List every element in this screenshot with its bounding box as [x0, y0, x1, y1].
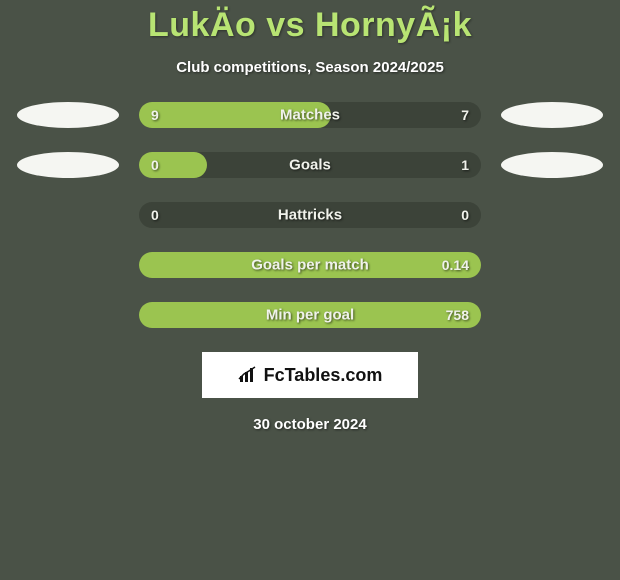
stat-bar: 0 Hattricks 0 — [139, 202, 481, 228]
stat-label: Goals — [289, 157, 331, 174]
stat-right-value: 7 — [461, 107, 469, 123]
stat-bar: 0 Goals 1 — [139, 152, 481, 178]
comparison-chart: 9 Matches 7 0 Goals 1 0 Hattricks 0 Goals per mat… — [0, 102, 620, 328]
player-right-badge — [501, 102, 603, 128]
bar-chart-icon — [238, 366, 260, 384]
logo-text: FcTables.com — [264, 365, 383, 386]
stat-row: 0 Goals 1 — [0, 152, 620, 178]
logo: FcTables.com — [238, 365, 383, 386]
stat-left-value: 0 — [151, 207, 159, 223]
stat-bar: Goals per match 0.14 — [139, 252, 481, 278]
stat-right-value: 1 — [461, 157, 469, 173]
stat-row: 0 Hattricks 0 — [0, 202, 620, 228]
stat-right-value: 758 — [446, 307, 469, 323]
stat-label: Goals per match — [251, 257, 369, 274]
date-label: 30 october 2024 — [0, 398, 620, 433]
stat-row: Goals per match 0.14 — [0, 252, 620, 278]
page-subtitle: Club competitions, Season 2024/2025 — [0, 45, 620, 102]
stat-left-value: 0 — [151, 157, 159, 173]
stat-row: 9 Matches 7 — [0, 102, 620, 128]
stat-bar-fill — [139, 152, 207, 178]
stat-right-value: 0.14 — [442, 257, 469, 273]
stat-label: Min per goal — [266, 307, 354, 324]
stat-left-value: 9 — [151, 107, 159, 123]
stat-label: Hattricks — [278, 207, 342, 224]
player-left-badge — [17, 102, 119, 128]
logo-box: FcTables.com — [202, 352, 418, 398]
player-right-badge — [501, 152, 603, 178]
stat-right-value: 0 — [461, 207, 469, 223]
stat-row: Min per goal 758 — [0, 302, 620, 328]
stat-bar: 9 Matches 7 — [139, 102, 481, 128]
stat-bar: Min per goal 758 — [139, 302, 481, 328]
stat-label: Matches — [280, 107, 340, 124]
page-title: LukÄo vs HornyÃ¡k — [0, 0, 620, 45]
player-left-badge — [17, 152, 119, 178]
